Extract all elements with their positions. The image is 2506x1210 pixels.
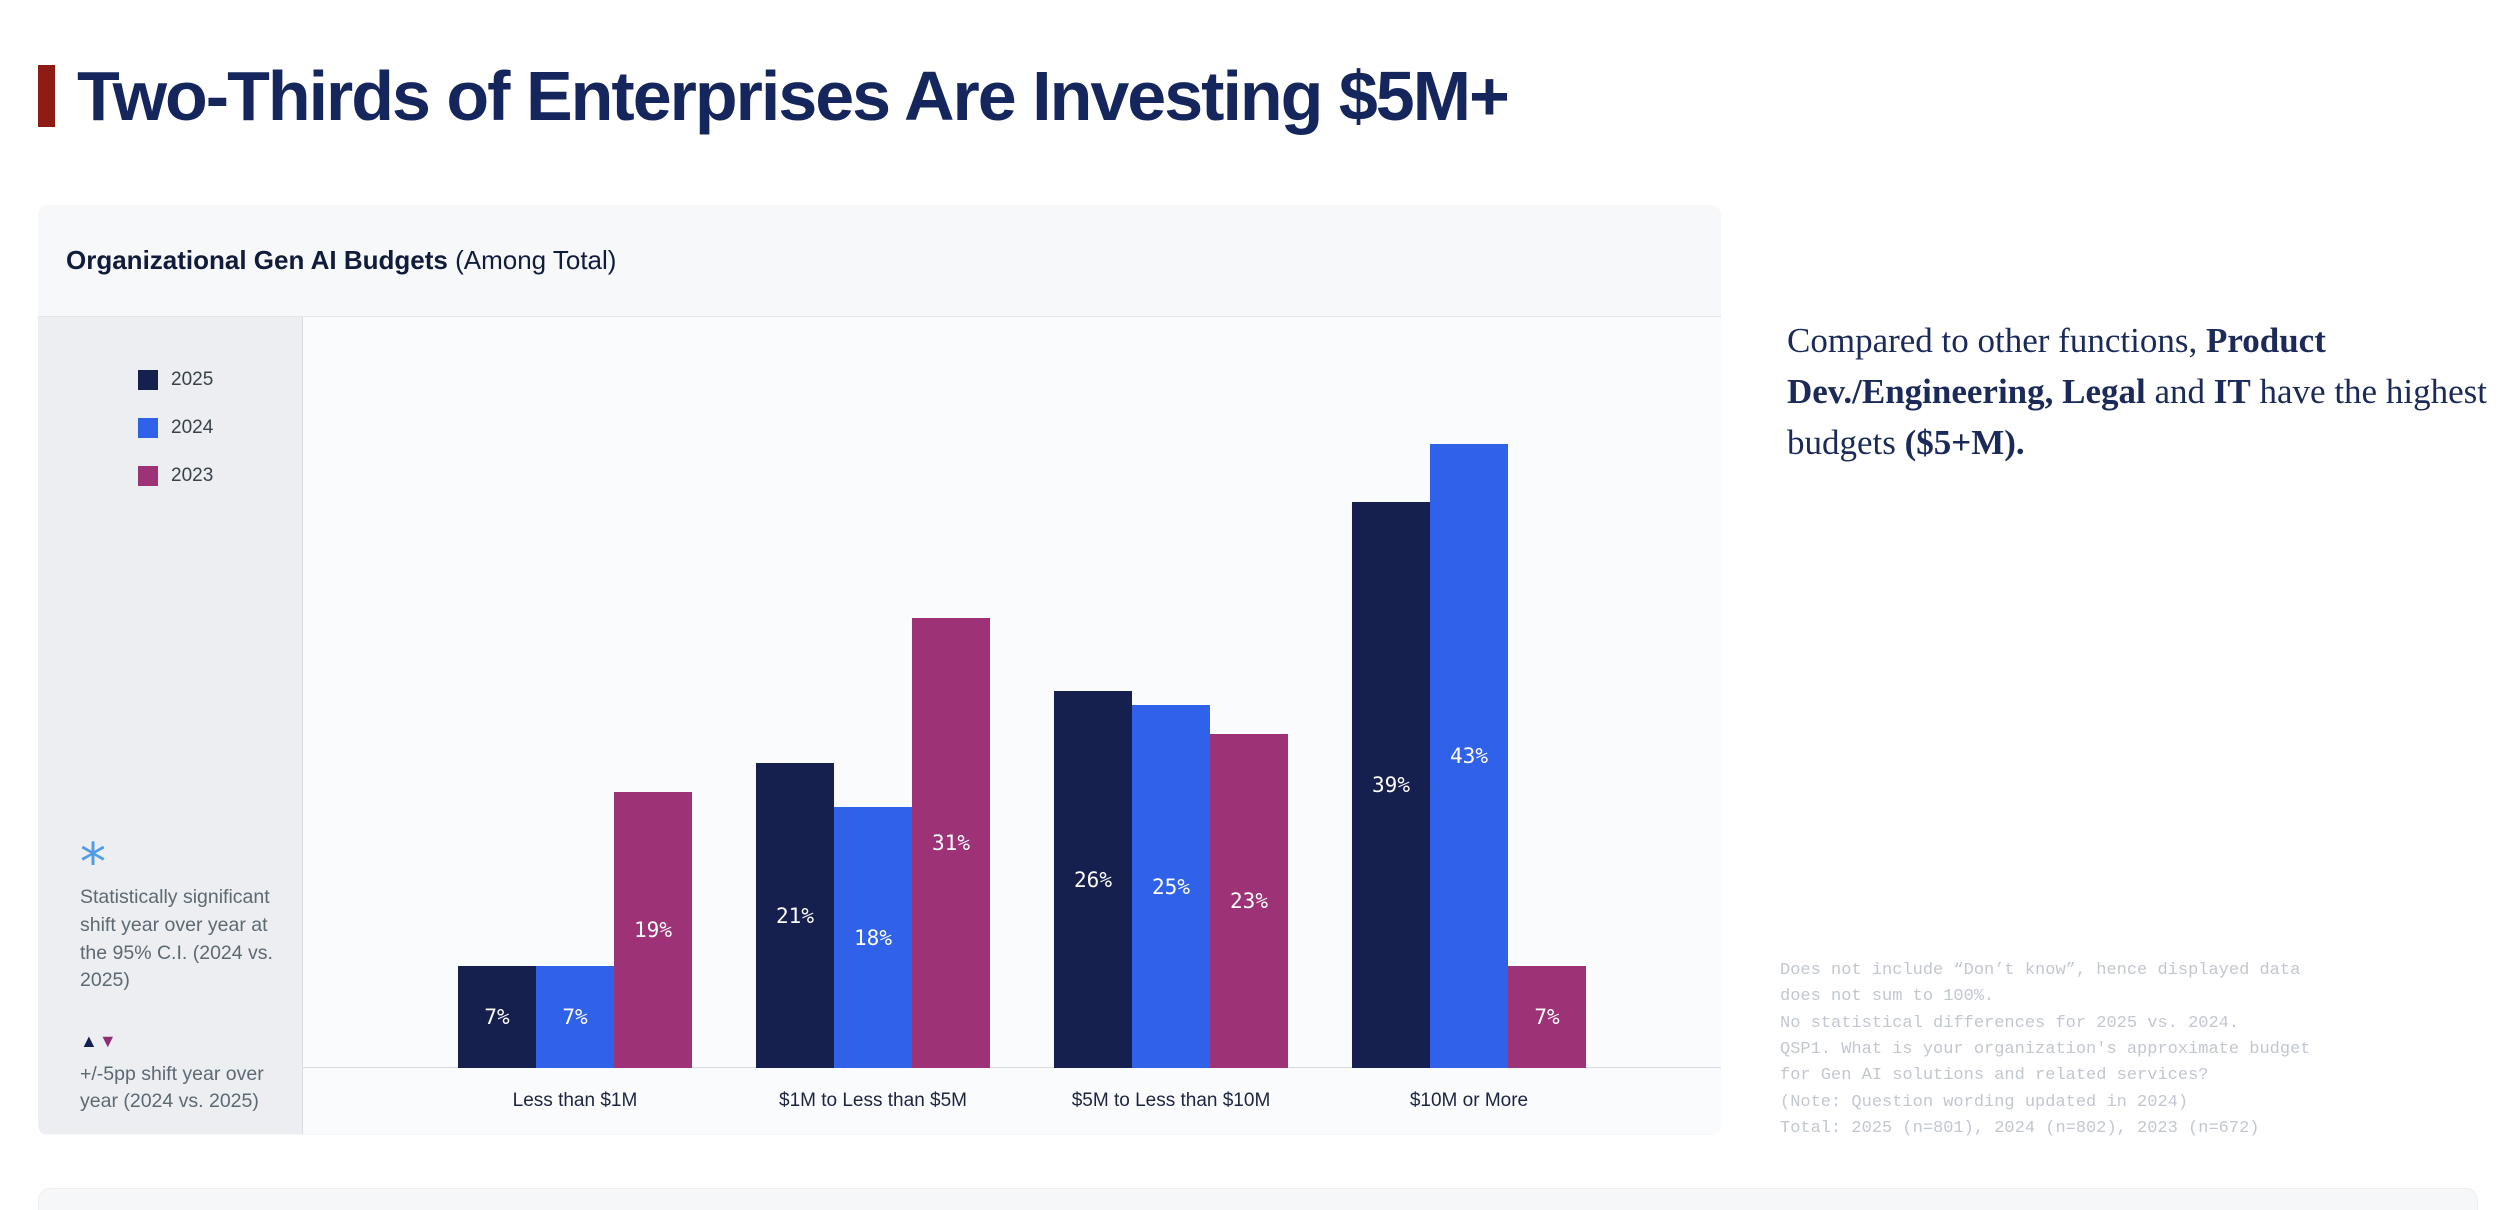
bar-2023-4: 7% xyxy=(1508,966,1586,1068)
footnote-line-6: (Note: Question wording updated in 2024) xyxy=(1780,1092,2189,1112)
bar-2025-2: 21% xyxy=(756,763,834,1068)
insight-text: Compared to other functions, Product Dev… xyxy=(1787,316,2487,468)
bar-value-label: 21% xyxy=(776,903,814,928)
triangle-up-icon: ▲ xyxy=(80,1031,99,1052)
bar-2025-4: 39% xyxy=(1352,502,1430,1068)
insight-segment: ($5+M). xyxy=(1904,422,2025,462)
note-significance-text: Statistically significant shift year ove… xyxy=(80,886,273,992)
bar-2023-2: 31% xyxy=(912,618,990,1068)
category-label: $5M to Less than $10M xyxy=(1071,1090,1271,1111)
bar-value-label: 25% xyxy=(1152,874,1190,899)
bar-value-label: 18% xyxy=(854,925,892,950)
chart-heading: Organizational Gen AI Budgets (Among Tot… xyxy=(38,205,1721,317)
bar-2024-3: 25% xyxy=(1132,705,1210,1068)
bar-2024-4: 43% xyxy=(1430,444,1508,1068)
bar-chart: 7% 7% 19% Less than $1M 21% 18% 31% $1M to Less… xyxy=(303,317,1721,1134)
chart-body: 2025 2024 2023 * Statistically significant… xyxy=(38,317,1721,1134)
insight-segment: Compared to other functions, xyxy=(1787,321,2206,360)
bar-group-1: 7% 7% 19% Less than $1M xyxy=(458,792,692,1134)
bar-value-label: 26% xyxy=(1074,867,1112,892)
note-shift-text: +/-5pp shift year over year (2024 vs. 20… xyxy=(80,1062,264,1113)
bar-value-label: 7% xyxy=(562,1005,588,1029)
insight-segment: have the highest budgets xyxy=(1787,371,2487,462)
footnote-line-7: Total: 2025 (n=801), 2024 (n=802), 2023 … xyxy=(1780,1119,2260,1139)
chart-heading-bold: Organizational Gen AI Budgets xyxy=(66,245,448,275)
category-label: $1M to Less than $5M xyxy=(779,1090,967,1111)
chart-heading-rest: (Among Total) xyxy=(447,245,617,275)
bar-2024-1: 7% xyxy=(536,966,614,1068)
legend-label-2023: 2023 xyxy=(171,465,214,486)
bottom-panel-edge xyxy=(38,1188,2478,1210)
footnote-line-1: Does not include “Don’t know”, hence dis… xyxy=(1780,961,2301,980)
category-label: Less than $1M xyxy=(512,1090,638,1111)
bar-2025-1: 7% xyxy=(458,966,536,1068)
asterisk-icon: * xyxy=(80,833,106,894)
bar-2023-1: 19% xyxy=(614,792,692,1068)
triangle-down-icon: ▼ xyxy=(98,1031,118,1052)
footnotes: Does not include “Don’t know”, hence dis… xyxy=(1780,958,2506,1142)
bar-value-label: 7% xyxy=(484,1005,510,1029)
legend-item-2023: 2023 xyxy=(138,465,276,487)
insight-segment: Product Dev./Engineering, Legal xyxy=(1787,321,2326,411)
legend: 2025 2024 2023 xyxy=(80,369,276,513)
footnote-line-4: QSP1. What is your organization's approx… xyxy=(1780,1040,2311,1060)
bar-value-label: 31% xyxy=(932,831,970,855)
legend-label-2025: 2025 xyxy=(171,369,214,390)
page-title: Two-Thirds of Enterprises Are Investing … xyxy=(77,57,1510,135)
bar-value-label: 7% xyxy=(1534,1005,1560,1029)
bar-2025-3: 26% xyxy=(1054,691,1132,1068)
insight-segment: and xyxy=(2145,371,2214,411)
bar-cluster-3: 26% 25% 23% xyxy=(1054,691,1288,1068)
bar-value-label: 43% xyxy=(1450,744,1488,768)
legend-swatch-2023 xyxy=(138,466,158,486)
footnote-line-2: does not sum to 100%. xyxy=(1780,987,1995,1007)
chart-notes: * Statistically significant shift year o… xyxy=(80,833,276,1116)
bar-group-4: 39% 43% 7% $10M or More xyxy=(1352,444,1586,1134)
bar-value-label: 19% xyxy=(634,918,672,942)
category-label: $10M or More xyxy=(1409,1090,1529,1111)
chart-panel: Organizational Gen AI Budgets (Among Tot… xyxy=(38,205,1721,1135)
bar-group-3: 26% 25% 23% $5M to Less than $10M xyxy=(1054,691,1288,1134)
legend-swatch-2025 xyxy=(138,370,158,390)
bar-2023-3: 23% xyxy=(1210,734,1288,1068)
note-shift: ▲▼ +/-5pp shift year over year (2024 vs.… xyxy=(80,1029,276,1116)
bar-cluster-4: 39% 43% 7% xyxy=(1352,444,1586,1068)
legend-label-2024: 2024 xyxy=(171,417,214,438)
bar-value-label: 23% xyxy=(1230,889,1268,913)
footnote-line-3: No statistical differences for 2025 vs. … xyxy=(1780,1013,2240,1033)
note-significance: * Statistically significant shift year o… xyxy=(80,833,276,995)
bar-group-2: 21% 18% 31% $1M to Less than $5M xyxy=(756,618,990,1134)
bar-value-label: 39% xyxy=(1372,773,1410,797)
bar-cluster-2: 21% 18% 31% xyxy=(756,618,990,1068)
legend-item-2024: 2024 xyxy=(138,417,276,439)
slide-header: Two-Thirds of Enterprises Are Investing … xyxy=(38,56,1510,136)
footnote-line-5: for Gen AI solutions and related service… xyxy=(1780,1066,2209,1086)
title-accent-bar xyxy=(38,65,55,127)
insight-segment: IT xyxy=(2213,371,2251,411)
bar-cluster-1: 7% 7% 19% xyxy=(458,792,692,1068)
legend-item-2025: 2025 xyxy=(138,369,276,391)
shift-symbols: ▲▼ xyxy=(80,1029,276,1055)
legend-swatch-2024 xyxy=(138,418,158,438)
chart-sidebar: 2025 2024 2023 * Statistically significant… xyxy=(38,317,303,1134)
bar-2024-2: 18% xyxy=(834,807,912,1068)
